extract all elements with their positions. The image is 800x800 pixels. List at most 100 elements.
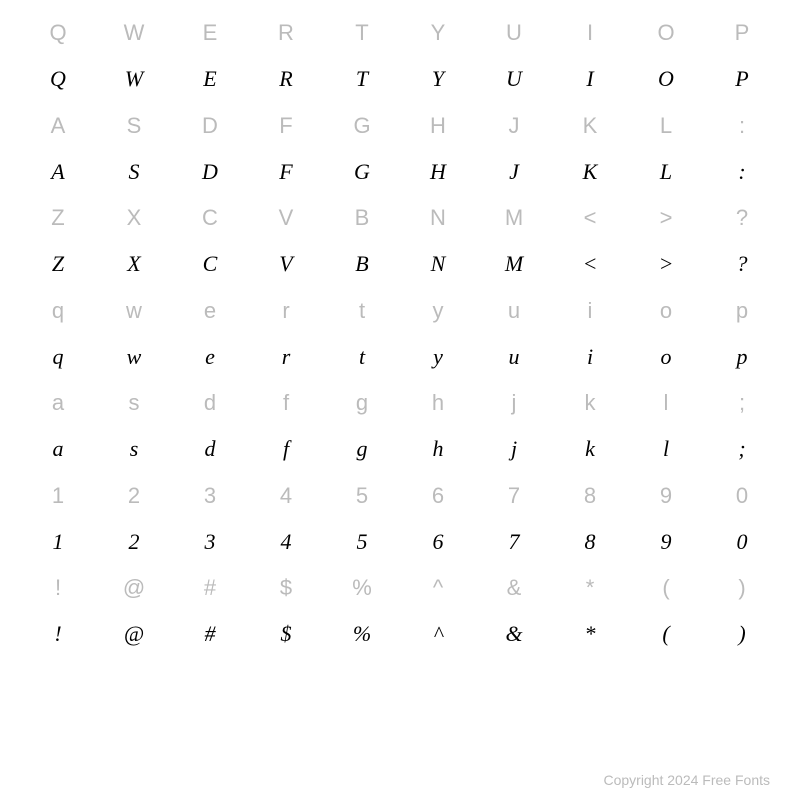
char-glyph: V xyxy=(248,241,324,287)
copyright-footer: Copyright 2024 Free Fonts xyxy=(603,772,770,788)
char-glyph: o xyxy=(628,334,704,380)
char-glyph: M xyxy=(476,241,552,287)
char-label: Z xyxy=(20,195,96,241)
char-glyph: @ xyxy=(96,611,172,657)
char-label: l xyxy=(628,380,704,426)
char-label: X xyxy=(96,195,172,241)
char-label: j xyxy=(476,380,552,426)
char-label: < xyxy=(552,195,628,241)
char-label: q xyxy=(20,288,96,334)
char-glyph: p xyxy=(704,334,780,380)
char-glyph: B xyxy=(324,241,400,287)
char-label: r xyxy=(248,288,324,334)
char-glyph: 4 xyxy=(248,519,324,565)
char-label: # xyxy=(172,565,248,611)
char-glyph: r xyxy=(248,334,324,380)
char-label: 4 xyxy=(248,473,324,519)
char-glyph: u xyxy=(476,334,552,380)
char-glyph: Z xyxy=(20,241,96,287)
char-label: 9 xyxy=(628,473,704,519)
char-glyph: ! xyxy=(20,611,96,657)
char-label: : xyxy=(704,103,780,149)
char-glyph: # xyxy=(172,611,248,657)
char-label: Y xyxy=(400,10,476,56)
char-label: o xyxy=(628,288,704,334)
char-label: 8 xyxy=(552,473,628,519)
char-glyph: 3 xyxy=(172,519,248,565)
char-label: h xyxy=(400,380,476,426)
char-label: F xyxy=(248,103,324,149)
char-glyph: W xyxy=(96,56,172,102)
char-glyph: C xyxy=(172,241,248,287)
char-glyph: % xyxy=(324,611,400,657)
char-label: % xyxy=(324,565,400,611)
char-glyph: L xyxy=(628,149,704,195)
char-glyph: j xyxy=(476,426,552,472)
char-label: V xyxy=(248,195,324,241)
char-glyph: I xyxy=(552,56,628,102)
char-glyph: < xyxy=(552,241,628,287)
char-label: k xyxy=(552,380,628,426)
char-glyph: R xyxy=(248,56,324,102)
char-glyph: 6 xyxy=(400,519,476,565)
char-glyph: f xyxy=(248,426,324,472)
char-glyph: J xyxy=(476,149,552,195)
char-glyph: 5 xyxy=(324,519,400,565)
char-label: C xyxy=(172,195,248,241)
char-label: 5 xyxy=(324,473,400,519)
char-label: u xyxy=(476,288,552,334)
char-label: M xyxy=(476,195,552,241)
char-glyph: H xyxy=(400,149,476,195)
char-label: ! xyxy=(20,565,96,611)
char-glyph: k xyxy=(552,426,628,472)
char-glyph: E xyxy=(172,56,248,102)
char-glyph: d xyxy=(172,426,248,472)
char-glyph: ( xyxy=(628,611,704,657)
char-label: ^ xyxy=(400,565,476,611)
char-label: ? xyxy=(704,195,780,241)
char-glyph: O xyxy=(628,56,704,102)
char-glyph: F xyxy=(248,149,324,195)
char-label: B xyxy=(324,195,400,241)
char-label: 7 xyxy=(476,473,552,519)
char-label: T xyxy=(324,10,400,56)
char-label: w xyxy=(96,288,172,334)
character-map-grid: QWERTYUIOPQWERTYUIOPASDFGHJKL:ASDFGHJKL:… xyxy=(0,0,800,760)
char-label: d xyxy=(172,380,248,426)
char-label: U xyxy=(476,10,552,56)
char-label: I xyxy=(552,10,628,56)
char-glyph: l xyxy=(628,426,704,472)
char-label: e xyxy=(172,288,248,334)
char-glyph: 9 xyxy=(628,519,704,565)
char-label: y xyxy=(400,288,476,334)
char-label: 2 xyxy=(96,473,172,519)
char-glyph: g xyxy=(324,426,400,472)
char-glyph: $ xyxy=(248,611,324,657)
char-label: Q xyxy=(20,10,96,56)
char-glyph: X xyxy=(96,241,172,287)
char-glyph: U xyxy=(476,56,552,102)
char-glyph: S xyxy=(96,149,172,195)
char-label: * xyxy=(552,565,628,611)
char-glyph: i xyxy=(552,334,628,380)
char-label: P xyxy=(704,10,780,56)
char-glyph: & xyxy=(476,611,552,657)
char-glyph: > xyxy=(628,241,704,287)
char-glyph: ^ xyxy=(400,611,476,657)
char-label: E xyxy=(172,10,248,56)
char-label: t xyxy=(324,288,400,334)
char-label: $ xyxy=(248,565,324,611)
char-label: > xyxy=(628,195,704,241)
char-glyph: Q xyxy=(20,56,96,102)
char-label: 6 xyxy=(400,473,476,519)
char-glyph: w xyxy=(96,334,172,380)
char-label: g xyxy=(324,380,400,426)
char-label: L xyxy=(628,103,704,149)
char-label: 0 xyxy=(704,473,780,519)
char-glyph: 1 xyxy=(20,519,96,565)
char-glyph: s xyxy=(96,426,172,472)
char-glyph: ; xyxy=(704,426,780,472)
char-label: & xyxy=(476,565,552,611)
char-label: ; xyxy=(704,380,780,426)
char-glyph: P xyxy=(704,56,780,102)
